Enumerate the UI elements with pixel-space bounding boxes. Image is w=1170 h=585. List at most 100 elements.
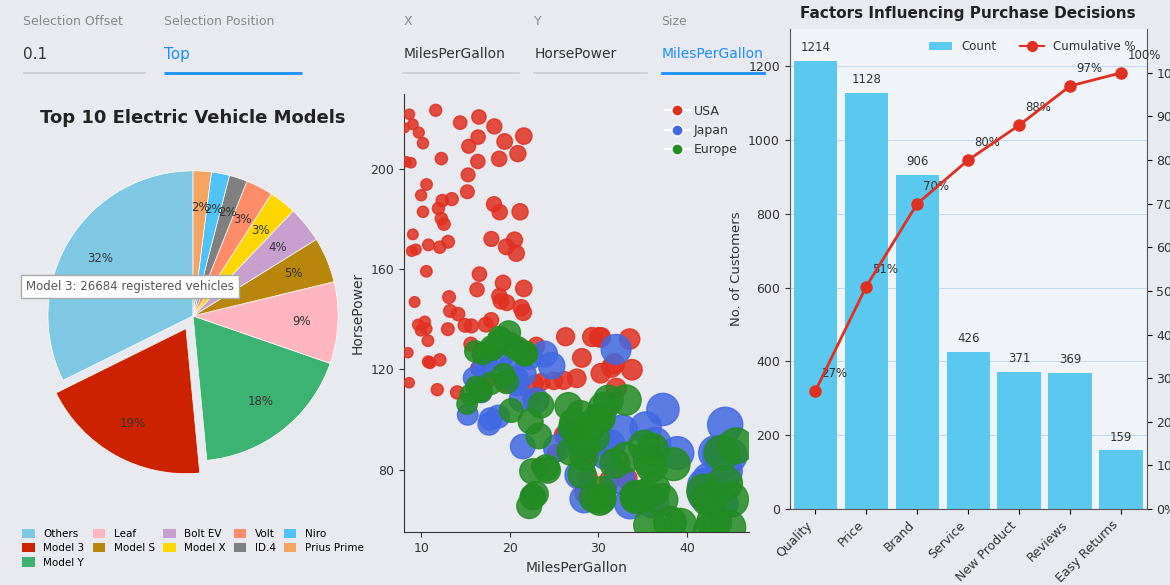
Text: 426: 426: [957, 332, 979, 345]
Point: [432, 154, 450, 163]
Point: [567, 374, 586, 383]
Point: [626, 493, 645, 503]
Point: [404, 120, 422, 129]
Point: [426, 106, 445, 115]
Point: [576, 441, 594, 450]
Point: [480, 419, 498, 429]
Point: [559, 401, 578, 411]
Point: [601, 440, 620, 449]
Point: [399, 348, 418, 357]
Point: [569, 426, 587, 436]
Point: [428, 385, 447, 394]
Point: [635, 490, 654, 500]
Point: [507, 249, 525, 258]
Point: [521, 352, 539, 362]
Point: [419, 240, 438, 250]
Point: [508, 379, 526, 388]
Text: 27%: 27%: [821, 367, 847, 380]
Bar: [947, 352, 990, 509]
Point: [482, 315, 501, 325]
Point: [618, 474, 636, 483]
Bar: [1048, 373, 1092, 509]
Point: [401, 158, 420, 167]
Point: [532, 377, 551, 387]
Point: [433, 196, 452, 205]
Point: [544, 376, 563, 386]
Point: [439, 237, 457, 246]
Point: [432, 214, 450, 223]
Point: [477, 361, 496, 370]
Point: [525, 379, 544, 388]
Point: [661, 518, 680, 527]
Text: 3%: 3%: [252, 224, 269, 237]
Point: [695, 481, 714, 490]
Point: [562, 447, 580, 456]
Point: [645, 484, 663, 494]
Point: [617, 453, 635, 462]
Text: Top: Top: [164, 47, 190, 62]
Text: Selection Position: Selection Position: [164, 15, 275, 28]
Point: [617, 395, 635, 405]
Point: [501, 362, 519, 371]
Point: [599, 395, 618, 405]
Text: 51%: 51%: [873, 263, 899, 276]
Point: [709, 500, 728, 509]
Point: [490, 154, 509, 164]
Point: [495, 137, 514, 146]
Point: [410, 128, 428, 137]
Point: [472, 387, 490, 396]
Text: Model 3: 26684 registered vehicles: Model 3: 26684 registered vehicles: [26, 280, 234, 292]
Point: [707, 448, 725, 457]
Point: [397, 157, 415, 166]
Wedge shape: [193, 176, 247, 316]
Point: [502, 406, 521, 415]
Point: [716, 420, 735, 429]
Point: [408, 320, 427, 329]
Point: [468, 364, 487, 373]
Point: [644, 497, 662, 507]
Point: [508, 344, 526, 353]
Point: [713, 448, 731, 457]
Point: [715, 466, 734, 476]
Text: 88%: 88%: [1025, 101, 1051, 114]
Point: [490, 333, 509, 343]
Point: [429, 204, 448, 213]
Point: [600, 475, 619, 484]
Point: [515, 369, 534, 378]
Point: [640, 520, 659, 529]
Point: [543, 361, 562, 370]
Point: [572, 353, 591, 363]
Point: [404, 230, 422, 239]
Point: [665, 459, 683, 469]
Point: [538, 466, 557, 475]
Point: [462, 321, 481, 331]
Point: [457, 400, 476, 409]
Point: [522, 394, 541, 403]
Text: 2%: 2%: [205, 202, 223, 215]
Point: [420, 358, 439, 367]
Point: [406, 245, 425, 254]
Point: [489, 412, 508, 421]
Point: [494, 370, 512, 380]
Point: [414, 207, 433, 216]
Point: [474, 363, 493, 372]
Point: [431, 243, 449, 252]
Point: [417, 324, 435, 333]
Point: [700, 495, 718, 504]
Point: [491, 297, 510, 306]
Point: [457, 187, 476, 197]
Text: 80%: 80%: [975, 136, 1000, 149]
Point: [701, 526, 720, 536]
Text: 97%: 97%: [1076, 62, 1102, 75]
Point: [515, 132, 534, 141]
Point: [512, 395, 531, 404]
Legend: Others, Model 3, Model Y, Leaf, Model S, Bolt EV, Model X, Volt, ID.4, Niro, Pri: Others, Model 3, Model Y, Leaf, Model S,…: [19, 525, 367, 572]
Point: [461, 390, 480, 400]
Point: [537, 463, 556, 472]
Point: [695, 487, 714, 496]
Point: [497, 242, 516, 252]
Point: [591, 414, 610, 423]
Point: [440, 292, 459, 302]
Point: [490, 291, 509, 301]
Point: [482, 378, 501, 388]
